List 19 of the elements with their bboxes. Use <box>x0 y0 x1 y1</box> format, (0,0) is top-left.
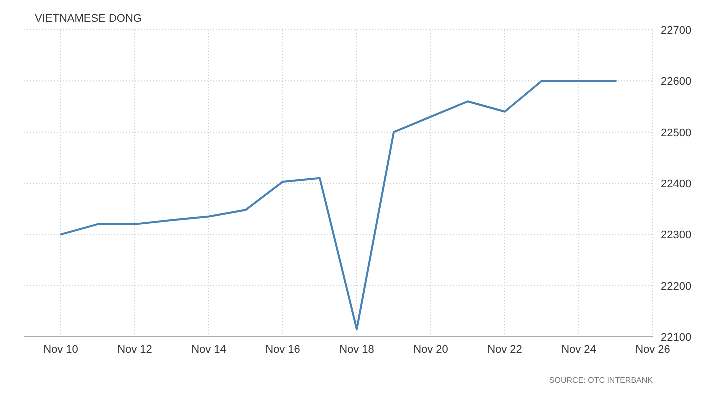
y-tick-label: 22500 <box>661 127 692 140</box>
source-note: SOURCE: OTC INTERBANK <box>549 376 654 385</box>
x-tick-label: Nov 14 <box>192 344 226 356</box>
x-tick-label: Nov 20 <box>414 344 448 356</box>
x-tick-label: Nov 18 <box>340 344 374 356</box>
y-tick-label: 22700 <box>661 25 692 37</box>
x-tick-label: Nov 12 <box>118 344 152 356</box>
line-series <box>60 80 617 330</box>
x-tick-label: Nov 16 <box>266 344 300 356</box>
x-tick-label: Nov 10 <box>44 344 78 356</box>
y-tick-label: 22400 <box>661 178 692 190</box>
x-tick-label: Nov 22 <box>488 344 522 356</box>
x-tick-label: Nov 26 <box>636 344 670 356</box>
y-tick-label: 22300 <box>661 230 692 242</box>
y-tick-label: 22200 <box>661 280 692 293</box>
x-tick-label: Nov 24 <box>562 344 596 356</box>
y-tick-label: 22600 <box>661 76 692 88</box>
y-tick-label: 22100 <box>661 332 692 344</box>
chart-title: VIETNAMESE DONG <box>35 13 142 25</box>
